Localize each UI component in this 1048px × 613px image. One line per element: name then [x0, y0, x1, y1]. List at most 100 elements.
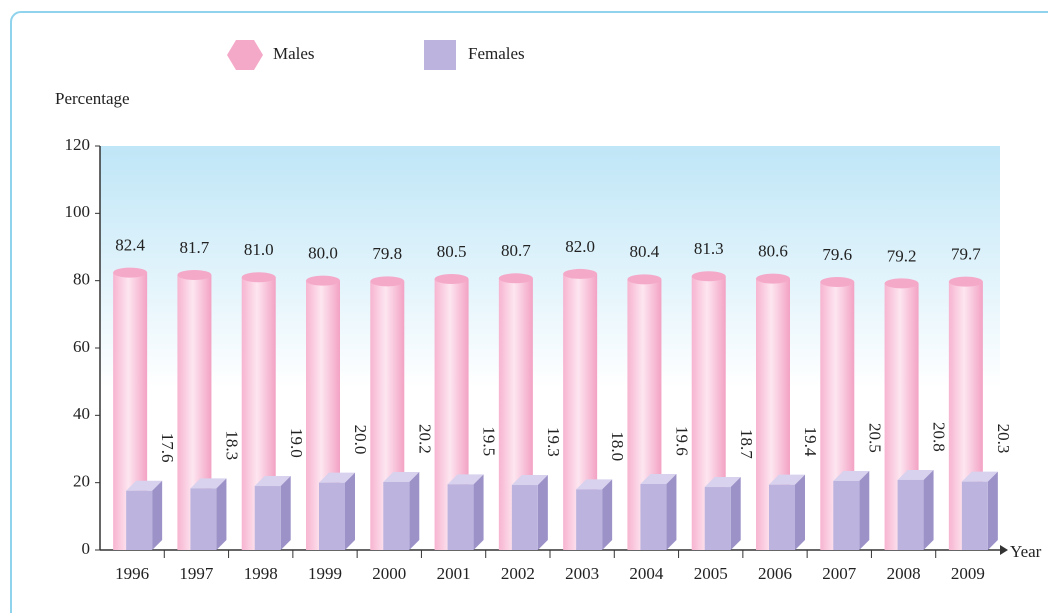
- x-tick-label: 2004: [629, 564, 664, 583]
- x-axis-arrow: [1000, 545, 1008, 555]
- bar-front: [190, 488, 217, 550]
- bar-top: [948, 276, 983, 287]
- bar-side: [473, 474, 484, 550]
- bar-top: [704, 477, 741, 488]
- value-label: 79.2: [887, 246, 917, 265]
- bar: [254, 476, 291, 550]
- bar-top: [177, 269, 212, 280]
- bar-top: [640, 474, 677, 485]
- legend-label: Males: [273, 44, 315, 63]
- x-tick-label: 1997: [179, 564, 214, 583]
- bar: [190, 478, 227, 550]
- bar: [576, 479, 613, 550]
- value-label: 18.7: [737, 429, 756, 459]
- value-label: 80.6: [758, 242, 788, 261]
- bar-top: [820, 277, 855, 288]
- bar-top: [833, 470, 870, 481]
- bar-front: [897, 479, 924, 550]
- legend-swatch: [424, 40, 456, 70]
- bar: [383, 471, 420, 550]
- value-label: 82.4: [115, 235, 145, 254]
- value-label: 81.7: [180, 238, 210, 257]
- value-label: 19.5: [480, 426, 499, 456]
- x-tick-label: 2002: [501, 564, 535, 583]
- x-tick-label: 2001: [437, 564, 471, 583]
- bar-front: [961, 481, 988, 550]
- bar-front: [254, 486, 281, 550]
- bar: [833, 470, 870, 550]
- value-label: 19.0: [287, 428, 306, 458]
- bar-front: [576, 489, 603, 550]
- bar-front: [640, 484, 667, 550]
- bar-top: [126, 480, 163, 491]
- bar-side: [987, 471, 998, 550]
- bar-side: [280, 476, 291, 550]
- bar-top: [897, 469, 934, 480]
- bar-side: [923, 469, 934, 550]
- value-label: 80.7: [501, 241, 531, 260]
- value-label: 19.3: [544, 427, 563, 457]
- x-tick-label: 2005: [694, 564, 728, 583]
- y-tick-label: 120: [65, 135, 91, 154]
- x-tick-label: 2007: [822, 564, 857, 583]
- bar-side: [152, 480, 163, 550]
- value-label: 20.5: [865, 423, 884, 453]
- value-label: 81.3: [694, 239, 724, 258]
- bar-top: [370, 276, 405, 287]
- bar-side: [537, 475, 548, 550]
- value-label: 80.0: [308, 244, 338, 263]
- bar-top: [113, 267, 148, 278]
- bar-top: [498, 273, 533, 284]
- bar: [769, 474, 805, 550]
- bar-top: [319, 472, 355, 483]
- y-tick-label: 0: [82, 539, 91, 558]
- y-axis-label: Percentage: [55, 89, 130, 108]
- value-label: 19.4: [801, 427, 820, 457]
- value-label: 81.0: [244, 240, 274, 259]
- value-label: 79.6: [822, 245, 852, 264]
- x-tick-label: 2008: [887, 564, 921, 583]
- bar-side: [730, 477, 741, 550]
- y-tick-label: 20: [73, 472, 90, 491]
- bar-front: [833, 480, 860, 550]
- bar: [126, 480, 163, 550]
- bar: [704, 477, 741, 550]
- legend-swatch: [227, 40, 263, 70]
- bar-side: [795, 474, 805, 550]
- value-label: 18.3: [223, 430, 242, 460]
- bar-top: [756, 273, 790, 284]
- bar-top: [627, 274, 662, 285]
- bar-top: [691, 271, 726, 282]
- x-tick-label: 2009: [951, 564, 985, 583]
- x-axis-label: Year: [1010, 542, 1042, 561]
- value-label: 20.8: [930, 422, 949, 452]
- frame: [10, 11, 1048, 613]
- bar-side: [345, 472, 355, 550]
- bar-front: [511, 485, 538, 550]
- bar-side: [602, 479, 613, 550]
- x-tick-label: 1999: [308, 564, 342, 583]
- bar-top: [961, 471, 998, 482]
- bar-top: [769, 474, 805, 485]
- x-tick-label: 1998: [244, 564, 278, 583]
- bar: [897, 469, 934, 550]
- bar-front: [126, 490, 153, 550]
- bar-front: [704, 487, 731, 550]
- bar-front: [769, 484, 795, 550]
- bar-front: [383, 481, 410, 550]
- bar-top: [190, 478, 227, 489]
- value-label: 80.4: [630, 242, 660, 261]
- value-label: 19.6: [673, 426, 692, 456]
- y-tick-label: 100: [65, 202, 91, 221]
- value-label: 20.0: [351, 425, 370, 455]
- bar-top: [383, 471, 420, 482]
- bar-side: [666, 474, 677, 550]
- x-tick-label: 2003: [565, 564, 599, 583]
- y-tick-label: 80: [73, 270, 90, 289]
- x-tick-label: 1996: [115, 564, 149, 583]
- bar: [447, 474, 484, 550]
- y-tick-label: 60: [73, 337, 90, 356]
- bar-side: [859, 470, 870, 550]
- bar-top: [576, 479, 613, 490]
